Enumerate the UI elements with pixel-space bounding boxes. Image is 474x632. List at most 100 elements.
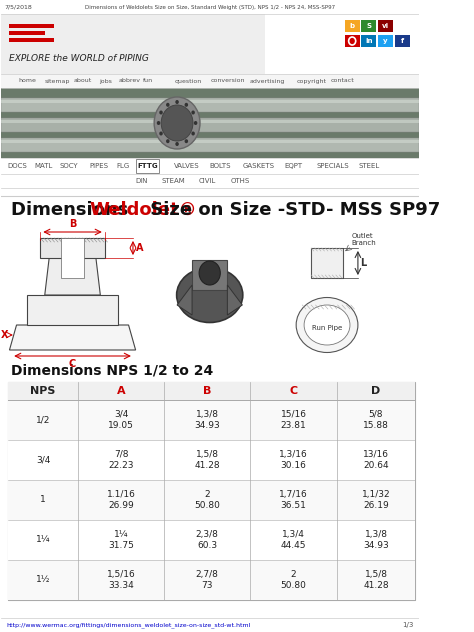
Bar	[0, 98, 419, 112]
Text: y: y	[383, 38, 388, 44]
Bar	[311, 248, 343, 278]
Bar	[27, 295, 118, 325]
Bar	[362, 35, 376, 47]
Bar	[0, 88, 419, 158]
Text: 1,5/8
41.28: 1,5/8 41.28	[194, 449, 220, 470]
Circle shape	[184, 103, 188, 107]
Text: C: C	[69, 359, 76, 369]
Text: X: X	[0, 330, 8, 340]
Text: VALVES: VALVES	[174, 163, 200, 169]
Text: question: question	[174, 78, 201, 83]
Bar	[345, 20, 360, 32]
Text: jobs: jobs	[100, 78, 112, 83]
Text: 1,3/8
34.93: 1,3/8 34.93	[363, 530, 389, 550]
Text: 1,1/32
26.19: 1,1/32 26.19	[362, 490, 390, 511]
Bar	[395, 35, 410, 47]
Bar	[40, 238, 105, 258]
Text: Size on Size -STD- MSS SP97: Size on Size -STD- MSS SP97	[145, 201, 441, 219]
Polygon shape	[45, 258, 100, 295]
Text: DIN: DIN	[136, 178, 148, 184]
Text: 1,5/16
33.34: 1,5/16 33.34	[107, 569, 136, 590]
Circle shape	[166, 103, 170, 107]
Text: PIPES: PIPES	[89, 163, 108, 169]
Text: in: in	[365, 38, 373, 44]
Polygon shape	[177, 285, 192, 315]
Ellipse shape	[177, 267, 243, 322]
Text: vi: vi	[382, 23, 389, 29]
Text: home: home	[18, 78, 36, 83]
Text: B: B	[203, 386, 211, 396]
Text: DOCS: DOCS	[8, 163, 27, 169]
Text: SOCY: SOCY	[59, 163, 78, 169]
Text: 2
50.80: 2 50.80	[194, 490, 220, 511]
Text: 1: 1	[40, 495, 46, 504]
Bar	[8, 440, 415, 480]
Bar	[0, 14, 265, 74]
Text: EQPT: EQPT	[284, 163, 302, 169]
Bar	[61, 238, 84, 278]
Circle shape	[191, 111, 195, 114]
Text: 1¼
31.75: 1¼ 31.75	[108, 530, 134, 550]
Circle shape	[161, 105, 193, 141]
Text: contact: contact	[330, 78, 354, 83]
Bar	[345, 35, 360, 47]
Text: fun: fun	[143, 78, 153, 83]
Bar	[8, 480, 415, 520]
Text: 1,3/16
30.16: 1,3/16 30.16	[279, 449, 308, 470]
Text: 13/16
20.64: 13/16 20.64	[363, 449, 389, 470]
Bar	[0, 120, 419, 123]
Circle shape	[175, 100, 179, 104]
Bar	[8, 560, 415, 600]
Bar	[0, 158, 419, 174]
Text: 1,5/8
41.28: 1,5/8 41.28	[363, 569, 389, 590]
Text: C: C	[290, 386, 298, 396]
Text: 1/2: 1/2	[36, 415, 50, 425]
Circle shape	[199, 261, 220, 285]
Text: EXPLORE the WORLD of PIPING: EXPLORE the WORLD of PIPING	[9, 54, 149, 63]
Text: A: A	[117, 386, 125, 396]
Text: Dimensions NPS 1/2 to 24: Dimensions NPS 1/2 to 24	[11, 363, 213, 377]
Text: 2,3/8
60.3: 2,3/8 60.3	[196, 530, 219, 550]
Circle shape	[194, 121, 197, 125]
Polygon shape	[228, 285, 242, 315]
Bar	[378, 20, 393, 32]
Bar	[0, 100, 419, 103]
Text: GASKETS: GASKETS	[243, 163, 275, 169]
Bar	[0, 74, 419, 88]
Bar	[8, 382, 415, 400]
Text: conversion: conversion	[210, 78, 245, 83]
Text: MATL: MATL	[35, 163, 53, 169]
Bar	[8, 400, 415, 440]
Text: S: S	[366, 23, 372, 29]
Text: Dimensions: Dimensions	[11, 201, 135, 219]
Circle shape	[159, 111, 163, 114]
Text: Dimensions of Weldolets Size on Size, Standard Weight (STD), NPS 1/2 - NPS 24, M: Dimensions of Weldolets Size on Size, St…	[85, 4, 335, 9]
Text: b: b	[350, 23, 355, 29]
Circle shape	[191, 131, 195, 135]
Bar	[378, 35, 393, 47]
Text: abbrev: abbrev	[119, 78, 141, 83]
Bar	[0, 138, 419, 152]
Text: STEEL: STEEL	[359, 163, 380, 169]
Text: 1½: 1½	[36, 576, 50, 585]
Bar	[0, 140, 419, 143]
Text: BOLTS: BOLTS	[210, 163, 231, 169]
Bar	[0, 118, 419, 132]
Text: 1,3/8
34.93: 1,3/8 34.93	[194, 410, 220, 430]
Text: 1,7/16
36.51: 1,7/16 36.51	[279, 490, 308, 511]
Ellipse shape	[304, 305, 350, 345]
Bar	[192, 260, 228, 290]
Circle shape	[184, 139, 188, 143]
Circle shape	[166, 139, 170, 143]
Text: 1,3/4
44.45: 1,3/4 44.45	[281, 530, 306, 550]
Text: 15/16
23.81: 15/16 23.81	[281, 410, 307, 430]
Text: FTTG: FTTG	[137, 163, 158, 169]
Text: 1¼: 1¼	[36, 535, 50, 545]
Text: 2
50.80: 2 50.80	[281, 569, 307, 590]
Text: 7/5/2018: 7/5/2018	[4, 4, 32, 9]
Bar	[136, 159, 158, 173]
Bar	[9, 24, 54, 28]
Text: advertising: advertising	[249, 78, 285, 83]
Text: sitemap: sitemap	[45, 78, 70, 83]
Polygon shape	[9, 325, 136, 350]
